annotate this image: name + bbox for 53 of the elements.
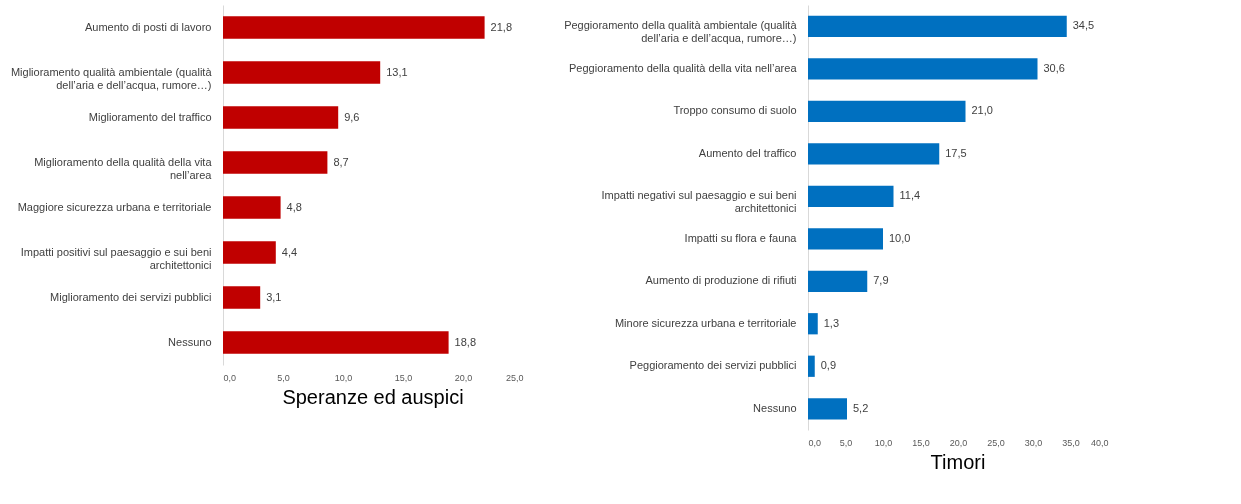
x-tick-label: 20,0: [454, 372, 473, 383]
x-tick-label: 40,0: [1090, 437, 1109, 448]
x-tick-label: 0,0: [808, 437, 822, 448]
y-tick-label: Aumento del traffico: [698, 146, 797, 159]
x-tick-label: 35,0: [1062, 437, 1080, 448]
text: Timori: [930, 451, 986, 473]
data-label: 4,8: [286, 200, 302, 213]
y-tick-label: Impatti su flora e fauna: [684, 231, 798, 244]
y-tick-label: Impatti positivi sul paesaggio e sui beni architettonici: [20, 245, 212, 271]
x-tick-label: 5,0: [839, 437, 853, 448]
data-label: 7,9: [873, 274, 889, 287]
x-tick-label: 25,0: [505, 372, 524, 383]
y-tick-label: Peggioramento dei servizi pubblici: [629, 359, 797, 372]
data-label: 17,5: [945, 146, 967, 159]
data-label: 5,2: [853, 401, 869, 414]
data-label: 4,4: [281, 245, 298, 258]
y-tick-label: Peggioramento della qualità ambientale (qualità dell’aria e dell’acqua, rumore…): [564, 19, 798, 45]
x-tick-label: 25,0: [987, 437, 1005, 448]
y-tick-label: Miglioramento qualità ambientale (qualità dell’aria e dell’acqua, rumore…): [10, 65, 213, 91]
data-label: 10,0: [889, 231, 911, 244]
y-tick-label: Minore sicurezza urbana e territoriale: [614, 316, 797, 329]
y-tick-label: Miglioramento dei servizi pubblici: [50, 290, 212, 303]
data-label: 3,1: [266, 290, 282, 303]
data-label: 13,1: [386, 65, 408, 78]
data-label: 11,4: [899, 189, 921, 202]
x-tick-label: 15,0: [912, 437, 930, 448]
x-tick-label: 10,0: [334, 372, 353, 383]
x-tick-label: 10,0: [874, 437, 893, 448]
x-tick-label: 0,0: [223, 372, 237, 383]
data-label: 21,0: [971, 104, 993, 117]
y-tick-label: Impatti negativi sul paesaggio e sui beni architettonici: [601, 189, 797, 215]
y-tick-label: Aumento di posti di lavoro: [84, 20, 212, 33]
y-tick-label: Aumento di produzione di rifiuti: [645, 274, 797, 287]
x-tick-label: 30,0: [1024, 437, 1043, 448]
x-tick-label: 5,0: [277, 372, 290, 383]
data-label: 0,9: [820, 359, 837, 372]
data-label: 1,3: [823, 316, 840, 329]
data-label: 8,7: [333, 155, 349, 168]
y-tick-label: Nessuno: [753, 401, 797, 414]
data-label: 30,6: [1043, 61, 1065, 74]
y-tick-label: Peggioramento della qualità della vita nell’area: [569, 61, 798, 74]
data-label: 9,6: [344, 110, 360, 123]
y-tick-label: Nessuno: [168, 335, 212, 348]
y-tick-label: Troppo consumo di suolo: [673, 104, 797, 117]
data-label: 34,5: [1072, 19, 1095, 32]
x-tick-label: 15,0: [394, 372, 413, 383]
y-tick-label: Miglioramento della qualità della vita nell’area: [34, 155, 213, 181]
text: Speranze ed auspici: [282, 386, 464, 408]
y-tick-label: Maggiore sicurezza urbana e territoriale: [17, 200, 212, 213]
data-label: 21,8: [490, 20, 513, 33]
x-tick-label: 20,0: [949, 437, 968, 448]
y-tick-label: Miglioramento del traffico: [88, 110, 212, 123]
data-label: 18,8: [454, 335, 477, 348]
